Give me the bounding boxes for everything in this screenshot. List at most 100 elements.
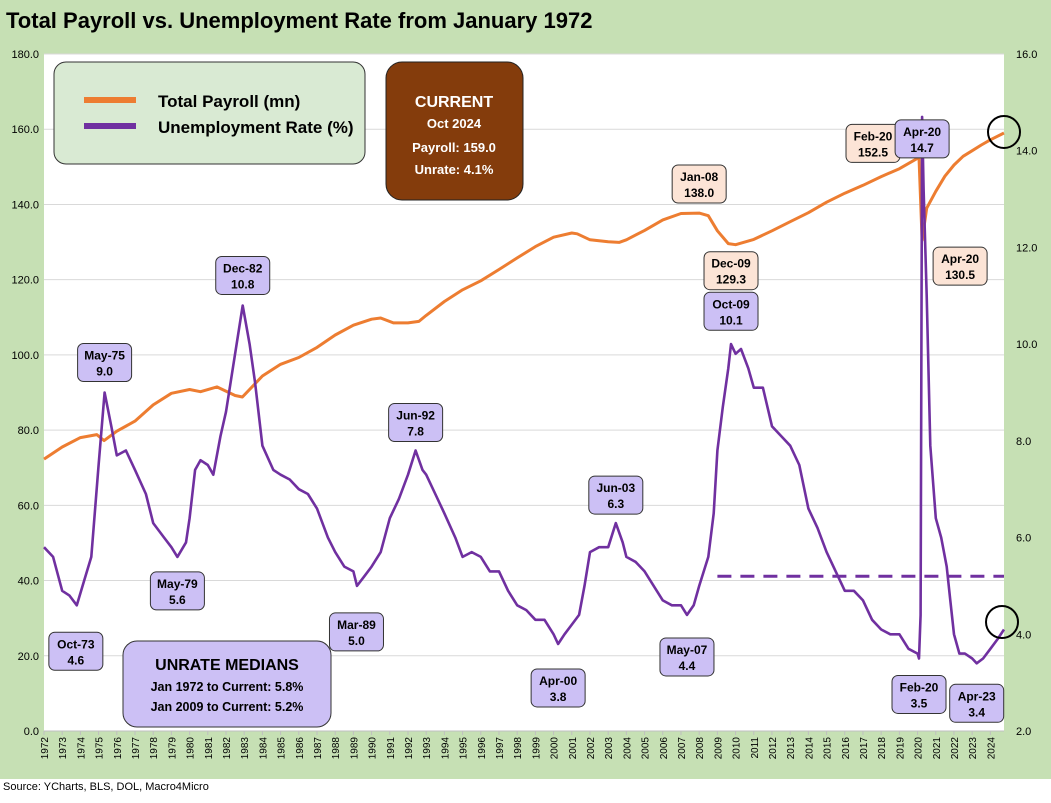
annotation-date: Dec-82 bbox=[223, 261, 263, 275]
y-left-tick-label: 80.0 bbox=[18, 425, 39, 437]
annotation-value: 5.0 bbox=[348, 634, 365, 648]
medians-line2: Jan 2009 to Current: 5.2% bbox=[151, 700, 304, 714]
y-left-tick-label: 180.0 bbox=[11, 49, 39, 61]
current-unrate: Unrate: 4.1% bbox=[415, 162, 494, 177]
x-tick-label: 2002 bbox=[586, 737, 597, 760]
annotation-date: Jun-03 bbox=[596, 481, 635, 495]
annotation-value: 152.5 bbox=[858, 145, 888, 159]
annotation-value: 14.7 bbox=[910, 141, 934, 155]
annotation-value: 5.6 bbox=[169, 593, 186, 607]
x-tick-label: 2023 bbox=[968, 737, 979, 760]
annotation-value: 3.8 bbox=[550, 690, 567, 704]
annotation-value: 138.0 bbox=[684, 186, 714, 200]
x-tick-label: 1994 bbox=[440, 737, 451, 760]
annotation-box bbox=[659, 637, 715, 677]
x-tick-label: 2012 bbox=[768, 737, 779, 760]
x-tick-label: 1973 bbox=[58, 737, 69, 760]
y-right-tick-label: 10.0 bbox=[1016, 339, 1037, 351]
annotation-date: Jun-92 bbox=[396, 409, 435, 423]
x-tick-label: 2017 bbox=[859, 737, 870, 760]
x-tick-label: 2022 bbox=[950, 737, 961, 760]
x-tick-label: 2007 bbox=[677, 737, 688, 760]
x-tick-label: 2001 bbox=[568, 737, 579, 760]
x-tick-label: 1983 bbox=[240, 737, 251, 760]
y-left-tick-label: 160.0 bbox=[11, 124, 39, 136]
annotation-box bbox=[48, 631, 104, 671]
annotation-date: Jan-08 bbox=[680, 170, 718, 184]
series-layer bbox=[43, 115, 1006, 665]
annotation-date: May-07 bbox=[667, 643, 708, 657]
annotation-box bbox=[530, 668, 586, 708]
current-payroll-highlight bbox=[987, 115, 1021, 149]
annotation-date: Feb-20 bbox=[900, 680, 939, 694]
x-tick-label: 1999 bbox=[531, 737, 542, 760]
x-tick-label: 2011 bbox=[750, 737, 761, 759]
y-right-tick-label: 8.0 bbox=[1016, 436, 1031, 448]
source-note: Source: YCharts, BLS, DOL, Macro4Micro bbox=[3, 781, 209, 793]
x-tick-label: 2024 bbox=[986, 737, 997, 760]
x-tick-label: 2016 bbox=[841, 737, 852, 760]
x-tick-label: 1988 bbox=[331, 737, 342, 760]
x-tick-label: 2013 bbox=[786, 737, 797, 760]
x-tick-label: 1996 bbox=[477, 737, 488, 760]
medians-box: UNRATE MEDIANS Jan 1972 to Current: 5.8%… bbox=[122, 640, 332, 728]
annotation-box bbox=[671, 164, 727, 204]
current-unrate-highlight bbox=[985, 605, 1019, 639]
x-tick-label: 2009 bbox=[713, 737, 724, 760]
y-right-tick-label: 2.0 bbox=[1016, 726, 1031, 738]
chart-frame: 0.0 20.0 40.0 60.0 80.0 100.0 120.0 140.0 160.0 1… bbox=[0, 44, 1051, 779]
annotation-date: Oct-09 bbox=[712, 297, 750, 311]
legend-payroll-label: Total Payroll (mn) bbox=[158, 92, 300, 111]
annotation-date: Oct-73 bbox=[57, 637, 95, 651]
annotation-date: Apr-23 bbox=[958, 689, 996, 703]
x-tick-label: 2000 bbox=[550, 737, 561, 760]
annotation-date: May-75 bbox=[84, 349, 125, 363]
x-tick-label: 1997 bbox=[495, 737, 506, 760]
medians-title: UNRATE MEDIANS bbox=[155, 657, 299, 674]
annotation-box bbox=[215, 255, 271, 295]
annotation-date: Mar-89 bbox=[337, 618, 376, 632]
annotation-box bbox=[388, 403, 444, 443]
x-tick-label: 1982 bbox=[222, 737, 233, 760]
annotation-date: Feb-20 bbox=[854, 129, 893, 143]
current-title: CURRENT bbox=[415, 94, 493, 111]
annotation-box bbox=[328, 612, 384, 652]
annotation-value: 9.0 bbox=[96, 365, 113, 379]
annotation-date: Dec-09 bbox=[711, 257, 751, 271]
y-right-tick-label: 12.0 bbox=[1016, 242, 1037, 254]
x-tick-label: 1979 bbox=[167, 737, 178, 760]
x-tick-label: 2003 bbox=[604, 737, 615, 760]
annotation-date: May-79 bbox=[157, 577, 198, 591]
annotation-value: 4.6 bbox=[68, 653, 85, 667]
x-tick-label: 1974 bbox=[76, 737, 87, 760]
annotation-value: 3.5 bbox=[911, 696, 928, 710]
x-tick-label: 1976 bbox=[113, 737, 124, 760]
unrate-line bbox=[43, 115, 1006, 665]
annotation-value: 7.8 bbox=[407, 425, 424, 439]
x-tick-label: 1978 bbox=[149, 737, 160, 760]
x-tick-label: 1993 bbox=[422, 737, 433, 760]
x-tick-label: 1995 bbox=[459, 737, 470, 760]
y-left-tick-label: 40.0 bbox=[18, 576, 39, 588]
x-tick-label: 2021 bbox=[932, 737, 943, 760]
y-left-tick-label: 120.0 bbox=[11, 275, 39, 287]
x-tick-label: 2019 bbox=[895, 737, 906, 760]
x-tick-label: 2014 bbox=[804, 737, 815, 760]
x-tick-label: 2018 bbox=[877, 737, 888, 760]
x-tick-label: 1975 bbox=[95, 737, 106, 760]
x-tick-label: 1990 bbox=[368, 737, 379, 760]
y-left-tick-label: 0.0 bbox=[24, 726, 39, 738]
annotation-box bbox=[703, 251, 759, 291]
annotation-value: 129.3 bbox=[716, 273, 746, 287]
annotation-box bbox=[891, 674, 947, 714]
current-payroll: Payroll: 159.0 bbox=[412, 140, 496, 155]
annotation-box bbox=[932, 246, 988, 286]
y-right-tick-label: 14.0 bbox=[1016, 146, 1037, 158]
x-tick-label: 1991 bbox=[386, 737, 397, 760]
legend-unrate-label: Unemployment Rate (%) bbox=[158, 118, 354, 137]
annotation-date: Apr-00 bbox=[539, 674, 577, 688]
annotation-box bbox=[77, 343, 133, 382]
x-tick-label: 2005 bbox=[641, 737, 652, 760]
x-tick-label: 1987 bbox=[313, 737, 324, 760]
y-left-tick-label: 20.0 bbox=[18, 651, 39, 663]
